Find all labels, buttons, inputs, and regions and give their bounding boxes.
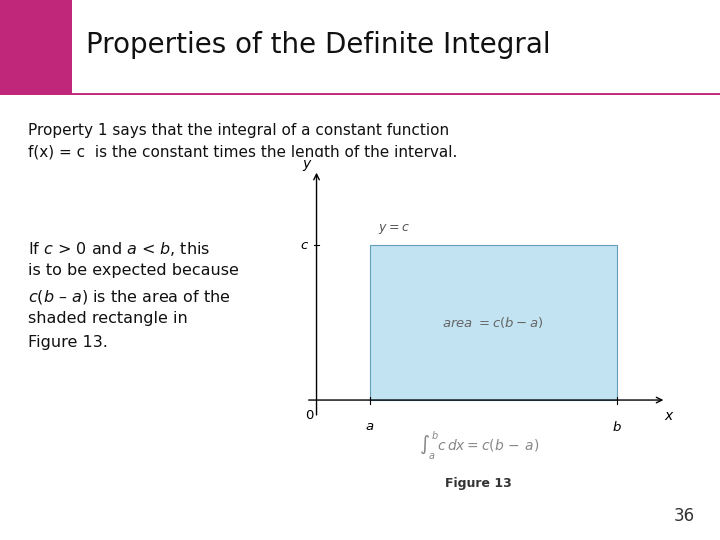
Text: $y = c$: $y = c$ <box>378 222 410 237</box>
Text: $\int_a^b c\,dx = c(b\,-\,a)$: $\int_a^b c\,dx = c(b\,-\,a)$ <box>419 429 539 462</box>
Text: area $= c(b - a)$: area $= c(b - a)$ <box>442 315 544 330</box>
Text: $y$: $y$ <box>302 158 313 173</box>
Text: Property 1 says that the integral of a constant function: Property 1 says that the integral of a c… <box>28 123 449 138</box>
Text: 36: 36 <box>674 507 695 525</box>
Text: is to be expected because: is to be expected because <box>28 264 239 279</box>
Text: $x$: $x$ <box>665 409 675 422</box>
Text: $a$: $a$ <box>365 420 374 433</box>
Text: shaded rectangle in: shaded rectangle in <box>28 312 188 327</box>
Text: Figure 13.: Figure 13. <box>28 335 108 350</box>
Text: $0$: $0$ <box>305 409 315 422</box>
Text: $c$($b$ – $a$) is the area of the: $c$($b$ – $a$) is the area of the <box>28 287 231 306</box>
Text: Properties of the Definite Integral: Properties of the Definite Integral <box>86 31 551 59</box>
Text: Figure 13: Figure 13 <box>446 477 512 490</box>
Text: f(x) = c  is the constant times the length of the interval.: f(x) = c is the constant times the lengt… <box>28 145 457 159</box>
Bar <box>369 245 617 400</box>
Text: $c$: $c$ <box>300 239 309 252</box>
Text: If $c$ > 0 and $a$ < $b$, this: If $c$ > 0 and $a$ < $b$, this <box>28 240 210 258</box>
Text: $b$: $b$ <box>612 420 621 434</box>
Bar <box>0 0 72 94</box>
